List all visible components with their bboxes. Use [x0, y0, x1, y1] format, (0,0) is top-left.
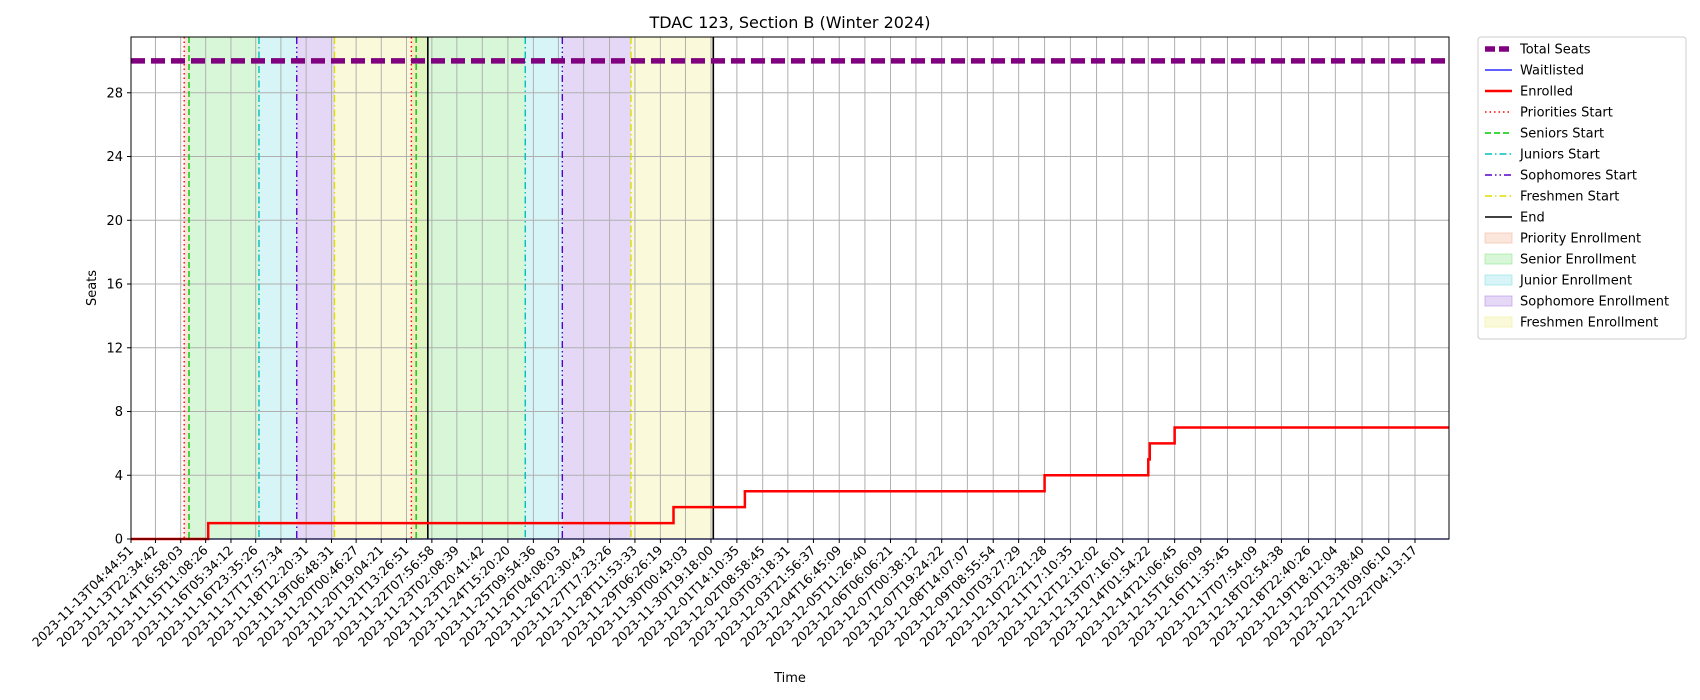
legend-swatch-sophomore-enrollment [1484, 295, 1513, 307]
legend-swatch-freshmen-enrollment [1484, 316, 1513, 328]
phase-start-lines [183, 37, 715, 539]
legend-label-senior-enrollment: Senior Enrollment [1520, 253, 1636, 268]
x-axis: 2023-11-13T04:44:512023-11-13T22:34:4220… [29, 539, 1420, 650]
junior-enrollment-span-1 [525, 37, 563, 539]
sophomore-enrollment-span-1 [562, 37, 631, 539]
legend-label-sophomore-enrollment: Sophomore Enrollment [1520, 295, 1669, 310]
legend-label-total-seats: Total Seats [1519, 43, 1591, 58]
priority-enrollment-span-0 [184, 37, 189, 539]
y-axis: 0 4 8 12 16 20 24 28 [106, 86, 131, 548]
legend-label-freshmen-start: Freshmen Start [1520, 190, 1619, 205]
priority-enrollment-span-1 [411, 37, 417, 539]
legend-label-end: End [1520, 211, 1545, 226]
y-tick-label: 24 [106, 150, 123, 165]
x-axis-label: Time [773, 671, 806, 686]
y-tick-label: 8 [115, 405, 123, 420]
enrolled-series [131, 426, 1449, 541]
sophomore-enrollment-span-0 [296, 37, 335, 539]
legend-label-waitlisted: Waitlisted [1520, 64, 1584, 79]
legend-label-junior-enrollment: Junior Enrollment [1519, 274, 1632, 289]
y-tick-label: 12 [106, 341, 123, 356]
chart-title: TDAC 123, Section B (Winter 2024) [648, 13, 930, 32]
legend-label-seniors-start: Seniors Start [1520, 127, 1604, 142]
junior-enrollment-span-0 [258, 37, 297, 539]
plot-frame [130, 36, 1450, 540]
legend-label-sophomores-start: Sophomores Start [1520, 169, 1637, 184]
y-tick-label: 0 [115, 533, 123, 548]
legend-swatch-junior-enrollment [1484, 274, 1513, 286]
y-tick-label: 16 [106, 278, 123, 293]
legend-frame [1477, 36, 1687, 340]
legend-label-priority-enrollment: Priority Enrollment [1520, 232, 1641, 247]
enrollment-period-spans [184, 37, 714, 539]
y-tick-label: 20 [106, 214, 123, 229]
grid-lines [130, 37, 1449, 540]
legend: Total Seats Waitlisted Enrolled Priorities … [1477, 36, 1687, 340]
freshmen-enrollment-span-1 [630, 37, 714, 539]
legend-label-enrolled: Enrolled [1520, 85, 1573, 100]
legend-swatch-priority-enrollment [1484, 232, 1513, 244]
y-tick-label: 4 [115, 469, 123, 484]
legend-label-priorities-start: Priorities Start [1520, 106, 1613, 121]
legend-swatch-senior-enrollment [1484, 253, 1513, 265]
y-tick-label: 28 [106, 86, 123, 101]
legend-label-freshmen-enrollment: Freshmen Enrollment [1520, 316, 1658, 331]
senior-enrollment-span-1 [416, 37, 526, 539]
legend-label-juniors-start: Juniors Start [1519, 148, 1600, 163]
y-axis-label: Seats [85, 270, 100, 306]
senior-enrollment-span-0 [188, 37, 259, 539]
